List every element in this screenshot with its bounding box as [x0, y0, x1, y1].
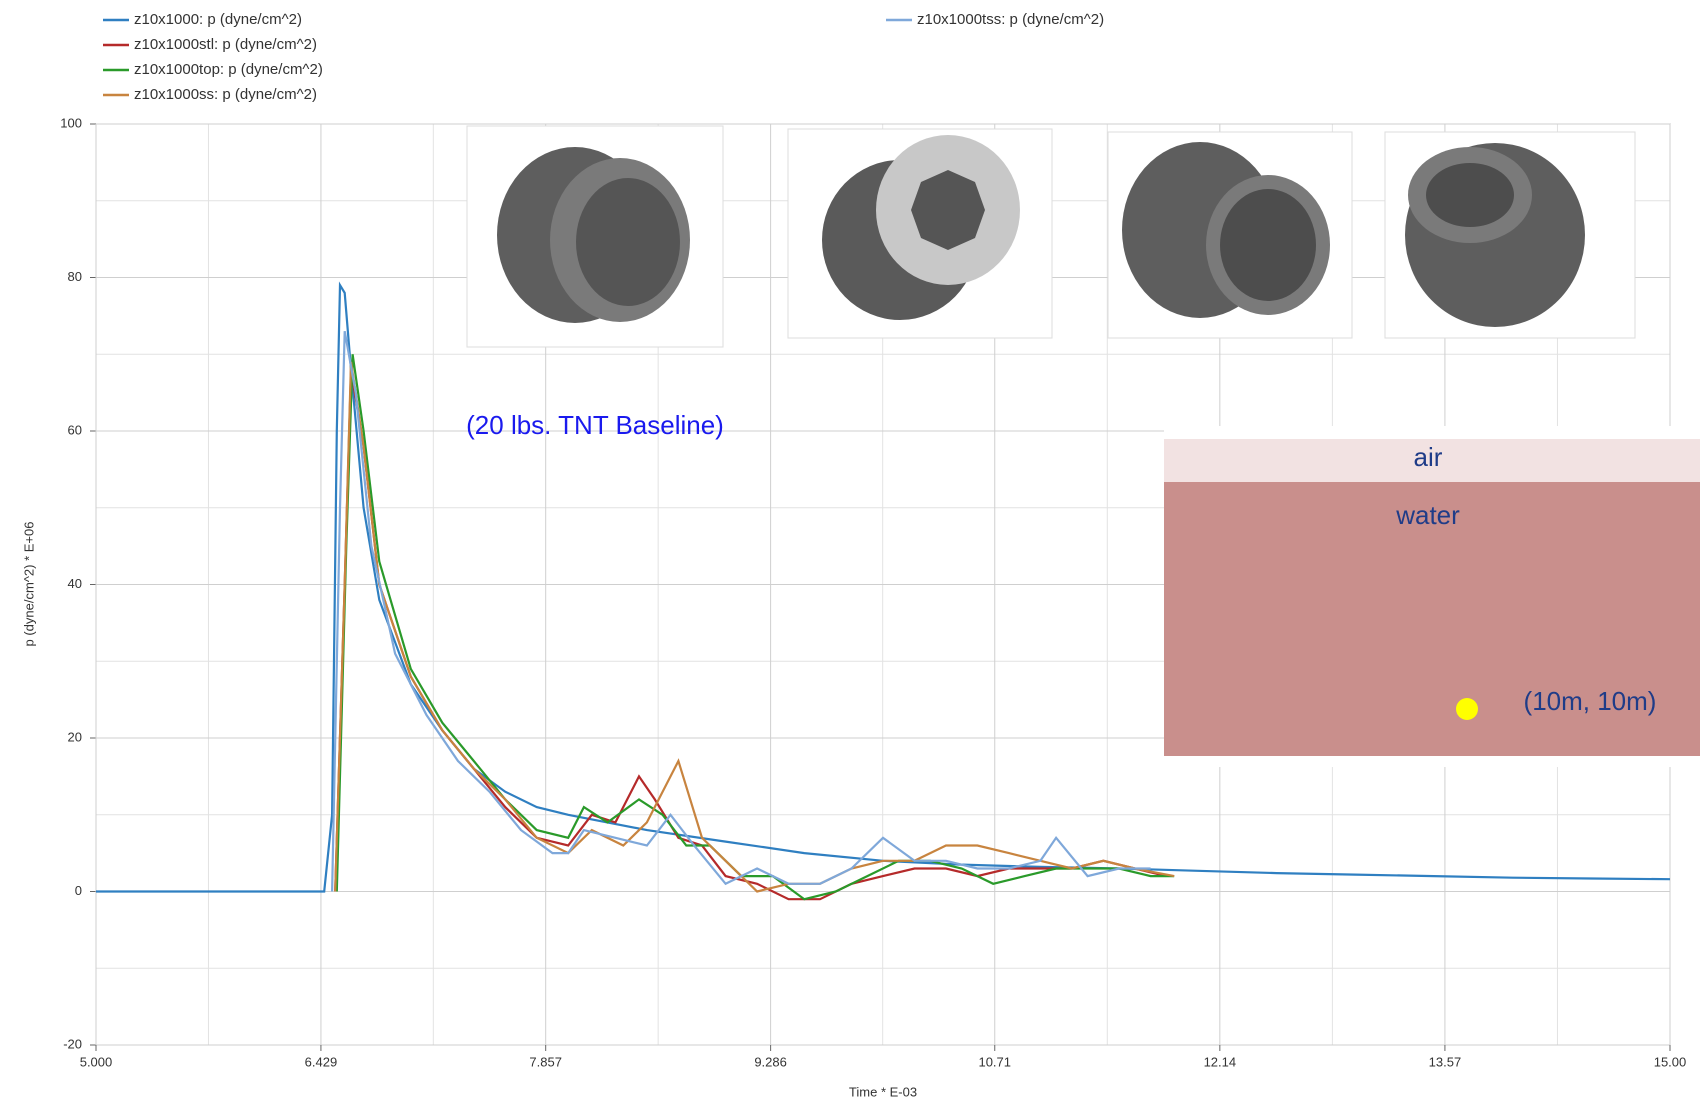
x-tick-label: 15.00 — [1654, 1054, 1687, 1069]
annotation: (10m, 10m) — [1524, 686, 1657, 716]
annotation: water — [1395, 500, 1460, 530]
inset-images — [467, 126, 1635, 347]
x-axis-label: Time * E-03 — [849, 1084, 917, 1099]
legend-label: z10x1000: p (dyne/cm^2) — [134, 11, 302, 28]
annotation: (20 lbs. TNT Baseline) — [466, 410, 724, 440]
y-tick-label: 100 — [60, 115, 82, 130]
x-tick-label: 5.000 — [80, 1054, 113, 1069]
y-tick-label: 0 — [75, 883, 82, 898]
x-tick-label: 6.429 — [305, 1054, 338, 1069]
y-tick-label: 60 — [68, 422, 82, 437]
x-tick-label: 7.857 — [529, 1054, 562, 1069]
y-tick-label: 40 — [68, 576, 82, 591]
legend-label: z10x1000ss: p (dyne/cm^2) — [134, 86, 317, 103]
y-tick-label: 80 — [68, 269, 82, 284]
legend-label: z10x1000tss: p (dyne/cm^2) — [917, 11, 1104, 28]
chart: (20 lbs. TNT Baseline) air water (10m, 1… — [0, 0, 1700, 1104]
annotation: air — [1414, 442, 1443, 472]
legend-label: z10x1000top: p (dyne/cm^2) — [134, 61, 323, 78]
x-tick-label: 9.286 — [754, 1054, 787, 1069]
legend-label: z10x1000stl: p (dyne/cm^2) — [134, 36, 317, 53]
y-tick-label: 20 — [68, 729, 82, 744]
x-tick-label: 10.71 — [978, 1054, 1011, 1069]
y-tick-label: -20 — [63, 1036, 82, 1051]
x-tick-label: 12.14 — [1204, 1054, 1237, 1069]
x-tick-label: 13.57 — [1429, 1054, 1462, 1069]
y-axis-label: p (dyne/cm^2) * E+06 — [21, 522, 36, 647]
